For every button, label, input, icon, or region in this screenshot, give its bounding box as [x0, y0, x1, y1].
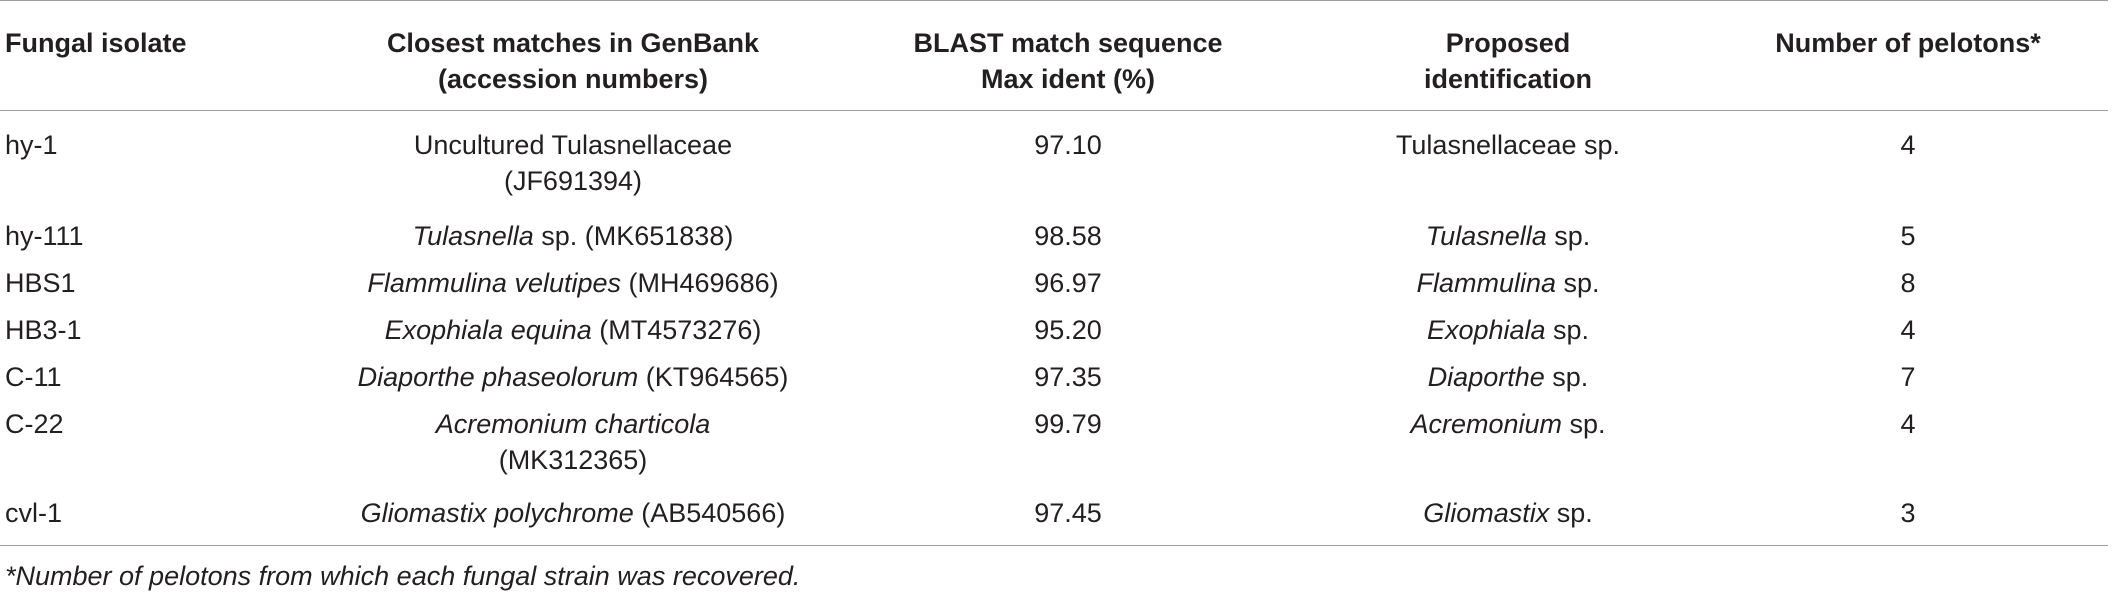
match-accession: sp. (MK651838) — [533, 220, 734, 251]
cell-closest-match: Diaporthe phaseolorum (KT964565) — [318, 351, 828, 398]
cell-pelotons: 5 — [1900, 220, 1916, 251]
match-species: Flammulina velutipes — [367, 267, 622, 298]
cell-pelotons: 4 — [1900, 314, 1916, 345]
table-row: cvl-1 Gliomastix polychrome (AB540566) 9… — [0, 486, 2108, 546]
cell-identification: Tulasnellaceae sp. — [1395, 130, 1621, 160]
cell-identification: Acremonium sp. — [1308, 398, 1708, 487]
cell-closest-match: Gliomastix polychrome (AB540566) — [318, 486, 828, 546]
identification-suffix: sp. — [1546, 220, 1591, 251]
table-row: hy-1 Uncultured Tulasnellaceae (JF691394… — [0, 111, 2108, 210]
identification-suffix: sp. — [1549, 497, 1593, 528]
match-species: Acremonium charticola — [435, 408, 711, 439]
cell-closest-match: Tulasnella sp. (MK651838) — [318, 210, 828, 257]
cell-pelotons: 4 — [1900, 408, 1916, 439]
match-accession: (JF691394) — [503, 166, 643, 196]
cell-pelotons: 8 — [1900, 267, 1916, 298]
header-proposed-line2: identification — [1424, 64, 1592, 94]
cell-closest-match: Uncultured Tulasnellaceae (JF691394) — [318, 111, 828, 210]
identification-genus: Tulasnella — [1425, 220, 1547, 251]
cell-max-ident: 96.97 — [1034, 267, 1102, 298]
cell-max-ident: 97.10 — [1034, 130, 1102, 160]
cell-max-ident: 97.35 — [1034, 361, 1102, 392]
match-species: Diaporthe phaseolorum — [357, 361, 639, 392]
table-header: Fungal isolate Closest matches in GenBan… — [0, 0, 2108, 111]
match-species: Tulasnella — [412, 220, 534, 251]
match-species: Exophiala equina — [384, 314, 592, 345]
identification-genus: Gliomastix — [1423, 497, 1550, 528]
header-closest-matches-line1: Closest matches in GenBank — [386, 28, 760, 58]
identification-genus: Acremonium — [1410, 408, 1562, 439]
cell-max-ident: 95.20 — [1034, 314, 1102, 345]
identification-suffix: sp. — [1562, 408, 1606, 439]
cell-identification: Flammulina sp. — [1308, 257, 1708, 304]
identification-suffix: sp. — [1545, 314, 1590, 345]
cell-closest-match: Acremonium charticola (MK312365) — [318, 398, 828, 487]
identification-genus: Flammulina — [1416, 267, 1556, 298]
header-proposed-line1: Proposed — [1445, 28, 1571, 58]
cell-pelotons: 7 — [1900, 361, 1916, 392]
table-body: hy-1 Uncultured Tulasnellaceae (JF691394… — [0, 111, 2108, 546]
match-accession: (MK312365) — [498, 444, 648, 475]
header-fungal-isolate: Fungal isolate — [0, 0, 318, 111]
match-accession: (MH469686) — [621, 267, 779, 298]
header-number-of-pelotons: Number of pelotons* — [1708, 0, 2108, 111]
identification-suffix: sp. — [1556, 267, 1600, 298]
header-blast-line2: Max ident (%) — [980, 64, 1155, 94]
cell-isolate: C-22 — [5, 408, 64, 439]
table-row: C-22 Acremonium charticola (MK312365) 99… — [0, 398, 2108, 487]
table-footnote: *Number of pelotons from which each fung… — [5, 561, 801, 591]
cell-isolate: C-11 — [5, 361, 62, 392]
cell-max-ident: 97.45 — [828, 486, 1308, 546]
cell-max-ident: 99.79 — [1034, 408, 1102, 439]
match-species: Gliomastix polychrome — [360, 497, 634, 528]
cell-identification: Diaporthe sp. — [1308, 351, 1708, 398]
header-row: Fungal isolate Closest matches in GenBan… — [0, 0, 2108, 111]
cell-isolate: cvl-1 — [0, 486, 318, 546]
cell-isolate: HB3-1 — [5, 314, 82, 345]
cell-isolate: hy-111 — [5, 220, 84, 251]
cell-identification: Exophiala sp. — [1308, 304, 1708, 351]
cell-closest-match: Exophiala equina (MT4573276) — [318, 304, 828, 351]
match-accession: (AB540566) — [633, 497, 786, 528]
table-row: C-11 Diaporthe phaseolorum (KT964565) 97… — [0, 351, 2108, 398]
header-closest-matches: Closest matches in GenBank (accession nu… — [318, 0, 828, 111]
match-accession: (MT4573276) — [591, 314, 762, 345]
cell-closest-match: Flammulina velutipes (MH469686) — [318, 257, 828, 304]
header-proposed-identification: Proposed identification — [1308, 0, 1708, 111]
cell-isolate: HBS1 — [5, 267, 76, 298]
cell-pelotons: 4 — [1900, 130, 1916, 160]
match-accession: (KT964565) — [638, 361, 789, 392]
header-closest-matches-line2: (accession numbers) — [437, 64, 709, 94]
table-row: HBS1 Flammulina velutipes (MH469686) 96.… — [0, 257, 2108, 304]
identification-genus: Diaporthe — [1427, 361, 1545, 392]
cell-pelotons: 3 — [1708, 486, 2108, 546]
cell-max-ident: 98.58 — [1034, 220, 1102, 251]
identification-suffix: sp. — [1544, 361, 1589, 392]
header-blast-match: BLAST match sequence Max ident (%) — [828, 0, 1308, 111]
match-name: Uncultured Tulasnellaceae — [413, 130, 733, 160]
cell-identification: Gliomastix sp. — [1308, 486, 1708, 546]
identification-genus: Exophiala — [1426, 314, 1546, 345]
cell-isolate: hy-1 — [5, 130, 58, 160]
cell-identification: Tulasnella sp. — [1308, 210, 1708, 257]
table-row: hy-111 Tulasnella sp. (MK651838) 98.58 T… — [0, 210, 2108, 257]
fungal-isolates-table: Fungal isolate Closest matches in GenBan… — [0, 0, 2108, 546]
table-row: HB3-1 Exophiala equina (MT4573276) 95.20… — [0, 304, 2108, 351]
header-blast-line1: BLAST match sequence — [913, 28, 1223, 58]
